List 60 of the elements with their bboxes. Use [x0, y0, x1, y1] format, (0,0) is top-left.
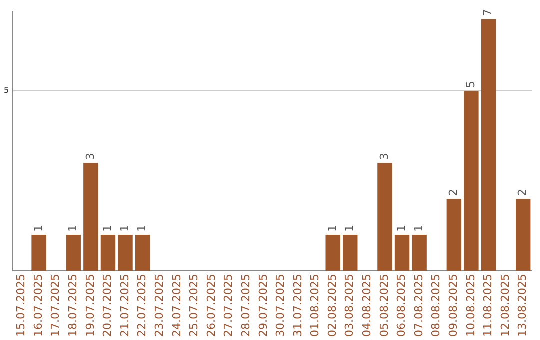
data-label: 1 [118, 225, 132, 232]
x-tick-label: 07.08.2025 [412, 274, 426, 338]
bar [66, 235, 81, 272]
x-tick-label: 22.07.2025 [136, 274, 149, 338]
bar [481, 19, 496, 272]
bar [394, 235, 410, 272]
bar [135, 235, 150, 272]
data-label: 1 [326, 225, 339, 232]
x-tick-label: 20.07.2025 [101, 274, 114, 338]
x-tick-label: 05.08.2025 [378, 274, 391, 338]
bar [516, 199, 531, 272]
data-label: 1 [32, 225, 45, 232]
data-label: 1 [66, 225, 80, 232]
data-label: 2 [447, 189, 460, 196]
x-tick-label: 30.07.2025 [274, 274, 288, 338]
data-label: 7 [482, 9, 495, 16]
data-label: 1 [343, 225, 356, 232]
bar [84, 163, 98, 272]
x-tick-label: 29.07.2025 [256, 274, 270, 338]
x-tick-label: 19.07.2025 [84, 274, 97, 338]
bar [118, 235, 133, 272]
data-label: 2 [516, 189, 530, 196]
x-tick-label: 01.08.2025 [308, 274, 322, 338]
x-tick-label: 10.08.2025 [464, 274, 478, 338]
bar [32, 235, 46, 272]
x-tick-label: 23.07.2025 [152, 274, 166, 338]
bar [412, 235, 427, 272]
x-tick-label: 31.07.2025 [291, 274, 304, 338]
x-tick-label: 03.08.2025 [343, 274, 356, 338]
bar [100, 235, 116, 272]
x-tick-label: 15.07.2025 [14, 274, 28, 338]
data-label: 3 [84, 153, 97, 160]
x-tick-label: 11.08.2025 [482, 274, 495, 338]
x-tick-label: 04.08.2025 [360, 274, 374, 338]
x-tick-label: 12.08.2025 [498, 274, 512, 338]
x-tick-label: 17.07.2025 [49, 274, 62, 338]
x-tick-label: 26.07.2025 [204, 274, 218, 338]
x-tick-label: 16.07.2025 [32, 274, 45, 338]
data-label: 1 [136, 225, 149, 232]
bar [464, 91, 479, 272]
data-label: 3 [378, 153, 391, 160]
x-tick-label: 06.08.2025 [395, 274, 408, 338]
x-tick-label: 28.07.2025 [239, 274, 252, 338]
data-label: 1 [395, 225, 408, 232]
x-tick-label: 27.07.2025 [222, 274, 236, 338]
x-tick-label: 24.07.2025 [170, 274, 184, 338]
bar [378, 163, 392, 272]
x-tick-label: 18.07.2025 [66, 274, 80, 338]
data-label: 1 [101, 225, 114, 232]
bar [326, 235, 340, 272]
bar [446, 199, 462, 272]
x-tick-label: 21.07.2025 [118, 274, 132, 338]
data-label: 1 [412, 225, 426, 232]
x-tick-label: 09.08.2025 [447, 274, 460, 338]
x-tick-label: 13.08.2025 [516, 274, 530, 338]
x-tick-label: 02.08.2025 [326, 274, 339, 338]
data-label: 5 [464, 81, 478, 88]
x-tick-label: 08.08.2025 [430, 274, 443, 338]
bar [343, 235, 358, 272]
x-tick-label: 25.07.2025 [188, 274, 201, 338]
